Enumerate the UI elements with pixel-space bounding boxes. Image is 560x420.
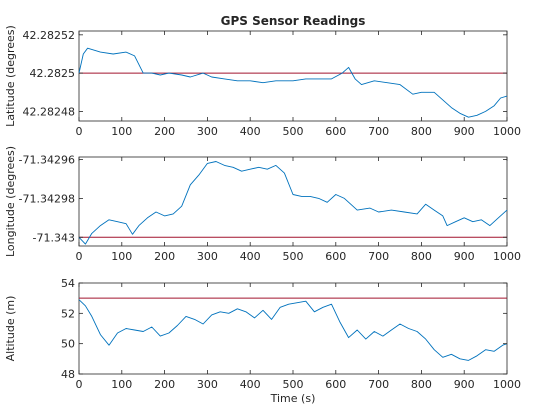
x-axis-label: Time (s): [270, 392, 316, 405]
longitude-x-tick-label: 800: [411, 250, 432, 263]
altitude-x-tick-label: 1000: [493, 378, 521, 391]
latitude-y-tick-label: 42.28252: [23, 29, 76, 42]
latitude-x-tick-label: 700: [368, 125, 389, 138]
altitude-x-tick-label: 300: [197, 378, 218, 391]
longitude-x-tick-label: 600: [325, 250, 346, 263]
latitude-axes-box: [78, 30, 508, 122]
longitude-x-tick-label: 1000: [493, 250, 521, 263]
altitude-plot: 0 100 200 300 400 500 600 700 800 900 1000 48 50 52 54…: [4, 277, 521, 405]
altitude-x-tick-label: 0: [76, 378, 83, 391]
altitude-x-tick-label: 700: [368, 378, 389, 391]
latitude-x-tick-label: 400: [240, 125, 261, 138]
longitude-x-tick-label: 300: [197, 250, 218, 263]
latitude-plot: 0 100 200 300 400 500 600 700 800 900 1000 42.28248…: [4, 14, 521, 138]
altitude-y-tick-label: 48: [61, 368, 75, 381]
longitude-series-line: [78, 161, 508, 245]
altitude-x-tick-label: 100: [111, 378, 132, 391]
altitude-x-tick-label: 400: [240, 378, 261, 391]
latitude-series-line: [78, 47, 508, 118]
altitude-y-axis-label: Altitude (m): [4, 296, 17, 362]
longitude-x-tick-label: 700: [368, 250, 389, 263]
altitude-y-tick-label: 50: [61, 338, 75, 351]
longitude-x-tick-label: 400: [240, 250, 261, 263]
chart-title: GPS Sensor Readings: [221, 14, 366, 28]
latitude-x-tick-label: 600: [325, 125, 346, 138]
longitude-y-tick-label: -71.34296: [19, 154, 75, 167]
longitude-x-tick-label: 200: [154, 250, 175, 263]
latitude-x-tick-label: 900: [454, 125, 475, 138]
altitude-x-tick-label: 200: [154, 378, 175, 391]
latitude-y-tick-label: 42.28248: [23, 105, 76, 118]
altitude-axes-box: [78, 282, 508, 375]
latitude-x-tick-label: 800: [411, 125, 432, 138]
latitude-x-tick-label: 500: [283, 125, 304, 138]
longitude-x-tick-label: 0: [76, 250, 83, 263]
altitude-y-tick-label: 52: [61, 307, 75, 320]
longitude-axes-box: [78, 156, 508, 247]
latitude-y-tick-label: 42.2825: [30, 67, 76, 80]
latitude-y-axis-label: Latitude (degrees): [4, 25, 17, 127]
longitude-x-tick-label: 100: [111, 250, 132, 263]
latitude-x-tick-label: 200: [154, 125, 175, 138]
altitude-x-tick-label: 600: [325, 378, 346, 391]
altitude-x-tick-label: 900: [454, 378, 475, 391]
latitude-x-tick-label: 1000: [493, 125, 521, 138]
longitude-y-tick-label: -71.34298: [19, 192, 75, 205]
altitude-x-tick-label: 800: [411, 378, 432, 391]
longitude-x-tick-label: 900: [454, 250, 475, 263]
altitude-y-tick-label: 54: [61, 277, 75, 290]
latitude-x-tick-label: 0: [76, 125, 83, 138]
longitude-x-tick-label: 500: [283, 250, 304, 263]
altitude-series-line: [78, 299, 508, 361]
altitude-x-tick-label: 500: [283, 378, 304, 391]
latitude-x-tick-label: 300: [197, 125, 218, 138]
longitude-plot: 0 100 200 300 400 500 600 700 800 900 1000 -71.343 -…: [4, 146, 521, 263]
latitude-x-tick-label: 100: [111, 125, 132, 138]
longitude-y-axis-label: Longitude (degrees): [4, 146, 17, 257]
longitude-y-tick-label: -71.343: [33, 231, 75, 244]
